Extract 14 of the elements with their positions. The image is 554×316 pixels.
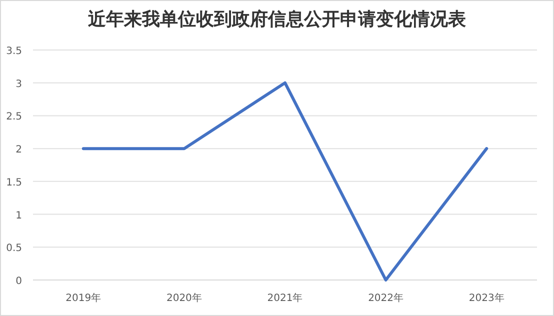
y-tick-label: 1.5 bbox=[6, 177, 22, 188]
y-tick-label: 2.5 bbox=[6, 112, 22, 123]
y-tick-label: 3.5 bbox=[6, 46, 22, 57]
x-tick-label: 2023年 bbox=[468, 292, 504, 304]
y-tick-label: 0 bbox=[16, 276, 22, 287]
x-tick-label: 2022年 bbox=[368, 292, 404, 304]
y-tick-label: 2 bbox=[16, 144, 22, 156]
y-tick-label: 0.5 bbox=[6, 243, 22, 254]
y-tick-label: 1 bbox=[16, 210, 22, 222]
x-tick-label: 2020年 bbox=[166, 292, 202, 304]
x-tick-label: 2021年 bbox=[267, 292, 303, 304]
x-tick-label: 2019年 bbox=[66, 292, 102, 304]
title: 近年来我单位收到政府信息公开申请变化情况表 bbox=[88, 9, 466, 29]
y-tick-label: 3 bbox=[16, 78, 22, 90]
